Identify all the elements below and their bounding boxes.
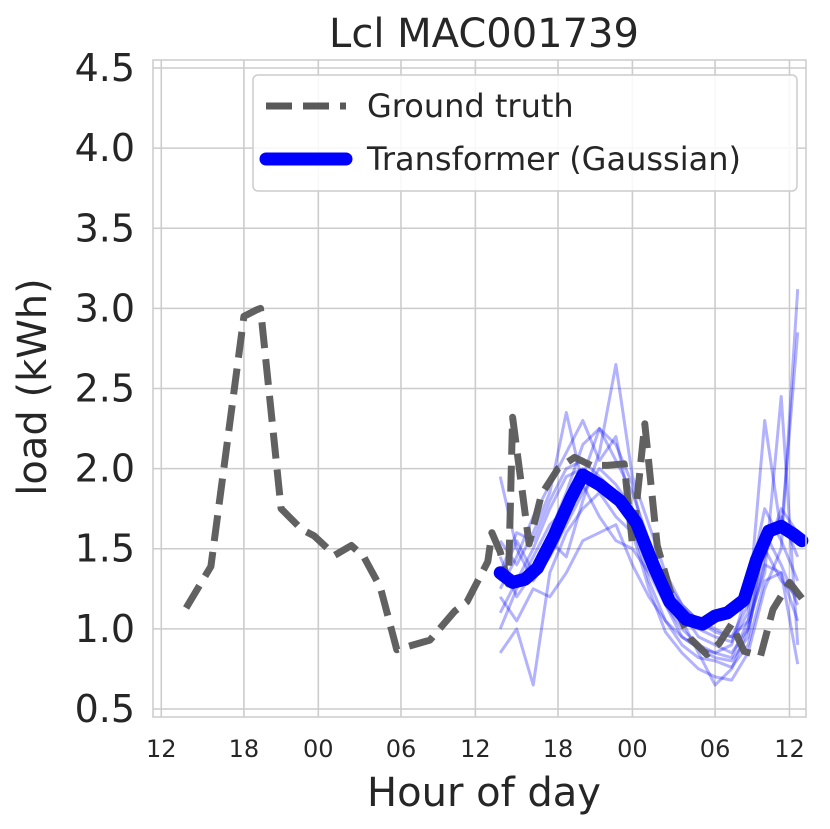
y-tick-label: 2.5 xyxy=(75,367,135,411)
x-tick-label: 12 xyxy=(460,735,491,763)
series-line-1 xyxy=(493,468,809,631)
x-tick-label: 00 xyxy=(303,735,334,763)
y-tick-label: 0.5 xyxy=(75,687,135,731)
y-tick-labels: 0.5 1.0 1.5 2.0 2.5 3.0 3.5 4.0 4.5 xyxy=(75,46,135,731)
y-tick-label: 3.0 xyxy=(75,286,135,330)
y-tick-label: 1.0 xyxy=(75,607,135,651)
y-tick-label: 4.0 xyxy=(75,126,135,170)
y-axis-label: load (kWh) xyxy=(10,278,56,495)
y-tick-label: 1.5 xyxy=(75,527,135,571)
y-tick-label: 4.5 xyxy=(75,46,135,90)
series-line-0 xyxy=(183,304,805,660)
y-tick-label: 2.0 xyxy=(75,447,135,491)
x-tick-label: 18 xyxy=(543,735,574,763)
x-tick-label: 06 xyxy=(386,735,417,763)
legend-label-ground-truth: Ground truth xyxy=(367,87,574,125)
x-tick-labels: 12 18 00 06 12 18 00 06 12 xyxy=(146,735,805,763)
series-lines xyxy=(183,304,809,660)
x-axis-label: Hour of day xyxy=(367,770,601,816)
x-tick-label: 06 xyxy=(700,735,731,763)
sample-line-6 xyxy=(498,523,800,669)
sample-line-1 xyxy=(498,467,800,663)
legend-label-transformer: Transformer (Gaussian) xyxy=(366,140,741,178)
sample-line-5 xyxy=(498,395,800,660)
legend: Ground truth Transformer (Gaussian) xyxy=(252,74,798,192)
y-tick-label: 3.5 xyxy=(75,206,135,250)
x-tick-label: 18 xyxy=(229,735,260,763)
legend-box xyxy=(252,74,798,192)
plot-frame xyxy=(152,59,807,718)
x-tick-label: 00 xyxy=(617,735,648,763)
chart-title: Lcl MAC001739 xyxy=(329,11,639,57)
x-tick-label: 12 xyxy=(774,735,805,763)
x-tick-label: 12 xyxy=(146,735,177,763)
